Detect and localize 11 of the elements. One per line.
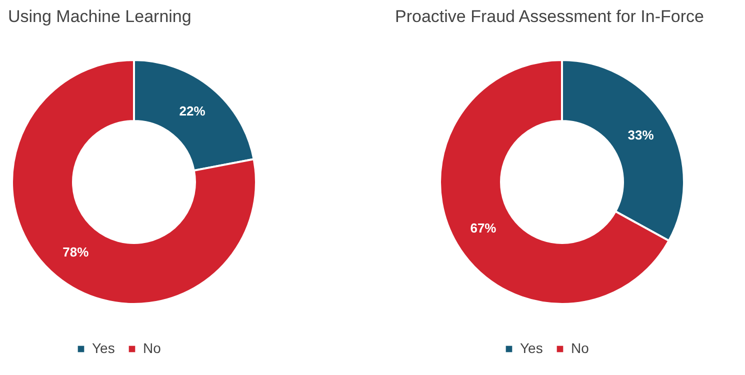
legend-label: No — [143, 340, 162, 356]
data-label: 78% — [62, 244, 90, 260]
legend-label: No — [571, 340, 590, 356]
data-label: 33% — [628, 127, 654, 142]
legend-label: Yes — [92, 340, 115, 356]
legend-label: Yes — [520, 340, 543, 356]
donut-slice — [11, 59, 257, 305]
data-label: 22% — [179, 104, 206, 118]
chart-title: Using Machine Learning — [8, 7, 192, 26]
chart-title: Proactive Fraud Assessment for In-Force — [395, 7, 704, 26]
data-label: 67% — [470, 220, 497, 236]
